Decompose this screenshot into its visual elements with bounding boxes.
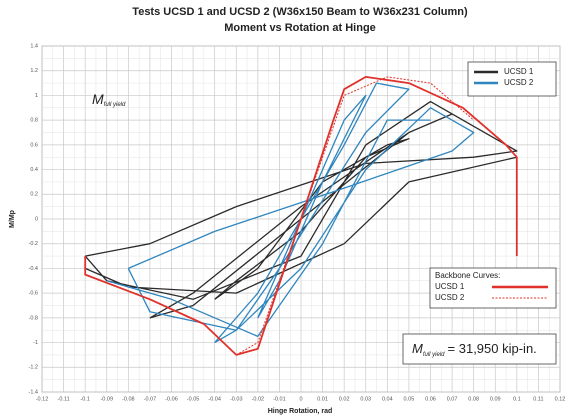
- x-tick-label: 0.05: [404, 396, 415, 402]
- annotation-subscript: full yield: [104, 102, 126, 108]
- y-tick-label: 0.2: [30, 192, 38, 198]
- legend-label: UCSD 2: [504, 78, 534, 87]
- x-tick-label: -0.12: [36, 396, 49, 402]
- y-tick-label: 0.8: [30, 118, 38, 124]
- chart-title: Tests UCSD 1 and UCSD 2 (W36x150 Beam to…: [132, 6, 468, 18]
- series-line: [106, 82, 475, 344]
- annotation: Mfull yield = 31,950 kip-in.: [412, 341, 537, 357]
- y-tick-label: 1: [35, 93, 38, 99]
- x-tick-label: 0.09: [490, 396, 501, 402]
- y-tick-label: -0.2: [29, 241, 38, 247]
- y-tick-label: 0: [35, 216, 38, 222]
- y-axis-label: M/Mp: [9, 210, 16, 228]
- x-tick-label: 0.11: [533, 396, 543, 402]
- y-tick-label: -1: [33, 340, 38, 346]
- x-tick-label: 0.03: [360, 396, 371, 402]
- y-tick-label: -0.8: [29, 315, 38, 321]
- y-tick-label: -0.6: [29, 291, 38, 297]
- annotation: Mfull yield: [92, 91, 126, 108]
- x-axis-label: Hinge Rotation, rad: [268, 408, 333, 415]
- x-tick-label: -0.05: [187, 396, 200, 402]
- series-line: [84, 100, 518, 319]
- x-tick-label: -0.11: [58, 396, 70, 402]
- y-tick-label: 1.2: [30, 68, 38, 74]
- x-tick-label: -0.03: [230, 396, 243, 402]
- x-tick-label: -0.07: [144, 396, 157, 402]
- x-tick-label: 0.07: [447, 396, 458, 402]
- y-tick-label: -1.4: [29, 389, 38, 395]
- y-tick-label: 0.6: [30, 142, 38, 148]
- legend-label: UCSD 1: [504, 67, 534, 76]
- annotation-box: [402, 333, 557, 365]
- x-tick-label: 0.04: [382, 396, 393, 402]
- x-tick-label: 0.06: [425, 396, 436, 402]
- annotation-subscript: full yield: [423, 352, 445, 358]
- x-tick-label: 0: [299, 396, 302, 402]
- x-tick-label: 0.01: [317, 396, 328, 402]
- x-tick-label: -0.04: [208, 396, 221, 402]
- x-tick-label: -0.06: [165, 396, 178, 402]
- annotation-symbol: M: [92, 91, 104, 107]
- legend-box: [467, 61, 557, 97]
- x-tick-label: -0.01: [273, 396, 286, 402]
- x-tick-label: 0.02: [339, 396, 350, 402]
- legend-label: UCSD 2: [435, 293, 465, 302]
- y-tick-label: 0.4: [30, 167, 38, 173]
- series-line: [84, 76, 518, 356]
- x-tick-label: -0.09: [100, 396, 113, 402]
- annotation-text: = 31,950 kip-in.: [448, 341, 537, 356]
- y-tick-label: -0.4: [29, 266, 38, 272]
- x-tick-label: 0.08: [468, 396, 479, 402]
- y-tick-label: 1.4: [30, 43, 38, 49]
- overlay: Mfull yield Mfull yield = 31,950 kip-in. …: [92, 61, 557, 365]
- x-tick-label: 0.12: [555, 396, 566, 402]
- x-tick-label: -0.1: [80, 396, 89, 402]
- x-tick-label: 0.1: [513, 396, 521, 402]
- legend-title: Backbone Curves:: [435, 271, 500, 280]
- x-tick-label: -0.08: [122, 396, 135, 402]
- plot: [84, 76, 518, 356]
- chart-subtitle: Moment vs Rotation at Hinge: [224, 22, 376, 34]
- x-tick-label: -0.02: [252, 396, 265, 402]
- legend-label: UCSD 1: [435, 282, 465, 291]
- y-tick-label: -1.2: [29, 365, 38, 371]
- series-line: [236, 76, 475, 356]
- annotation-symbol: M: [412, 341, 423, 356]
